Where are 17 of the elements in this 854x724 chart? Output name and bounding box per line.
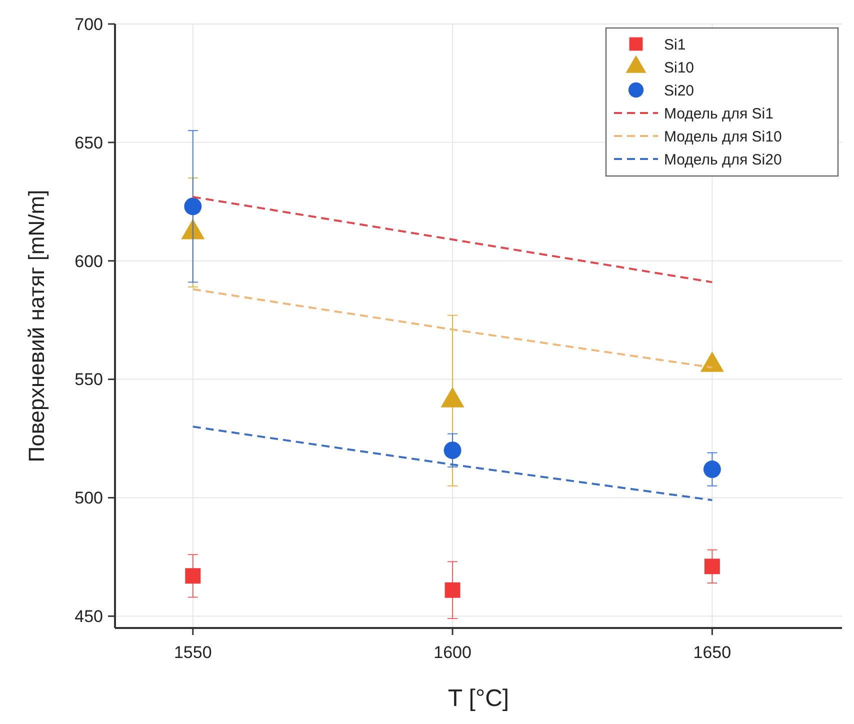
legend-label: Si10	[664, 59, 694, 76]
x-tick-label: 1600	[434, 643, 472, 662]
y-tick-label: 450	[74, 607, 103, 626]
legend-label: Модель для Si1	[664, 105, 774, 122]
legend-label: Модель для Si20	[664, 151, 782, 168]
y-tick-label: 600	[74, 252, 103, 271]
y-axis-title: Поверхневий натяг [mN/m]	[24, 190, 49, 462]
y-tick-label: 550	[74, 370, 103, 390]
y-tick-label: 500	[74, 488, 103, 508]
legend-label: Модель для Si10	[664, 128, 782, 146]
x-tick-label: 1550	[174, 643, 212, 662]
legend-label: Si1	[664, 36, 686, 54]
y-tick-label: 700	[74, 14, 103, 34]
x-axis-title: T [°C]	[448, 685, 510, 712]
y-tick-label: 650	[74, 133, 103, 152]
x-tick-label: 1650	[693, 643, 732, 662]
legend-label: Si20	[664, 82, 694, 100]
